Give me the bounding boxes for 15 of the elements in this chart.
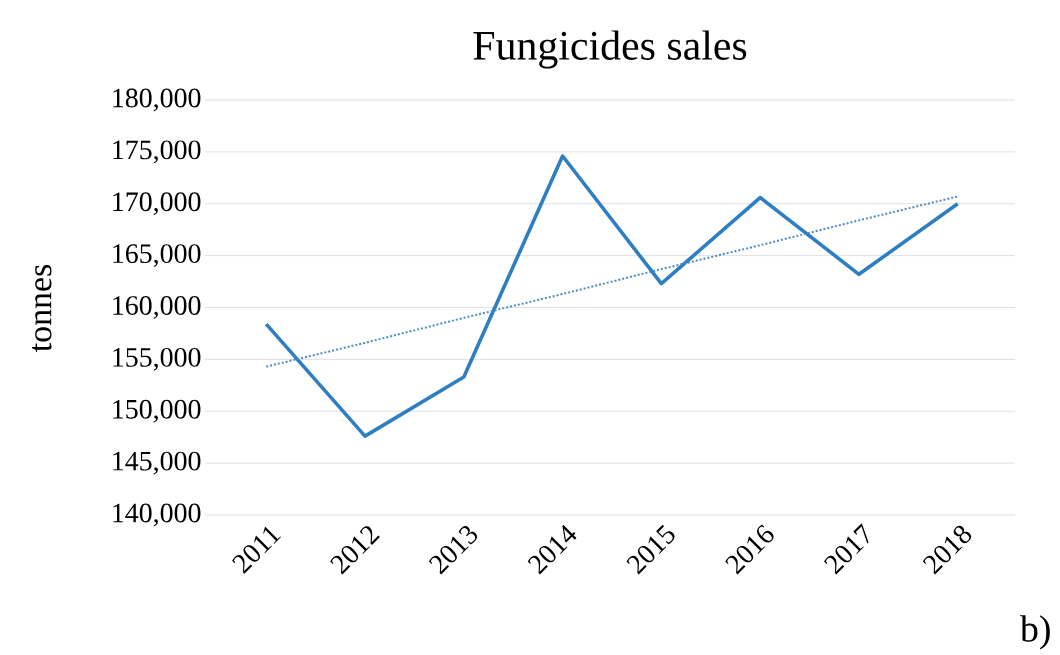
y-tick-label: 170,000 — [113, 192, 201, 216]
chart-title: Fungicides sales — [473, 30, 747, 69]
y-tick-label: 160,000 — [113, 296, 201, 319]
x-tick-label: 2011 — [232, 526, 281, 574]
y-tick-label: 145,000 — [113, 451, 201, 475]
y-tick-label: 180,000 — [113, 88, 201, 112]
y-tick-label: 175,000 — [113, 140, 201, 164]
y-tick-label: 165,000 — [113, 244, 201, 268]
text: b) — [1019, 615, 1050, 650]
line-series — [264, 154, 960, 438]
line-series — [265, 195, 959, 368]
y-axis-title: tonnes — [32, 265, 52, 352]
y-tick-label: 150,000 — [113, 399, 201, 423]
y-tick-label: 155,000 — [113, 347, 201, 371]
y-tick-label: 140,000 — [113, 503, 201, 527]
